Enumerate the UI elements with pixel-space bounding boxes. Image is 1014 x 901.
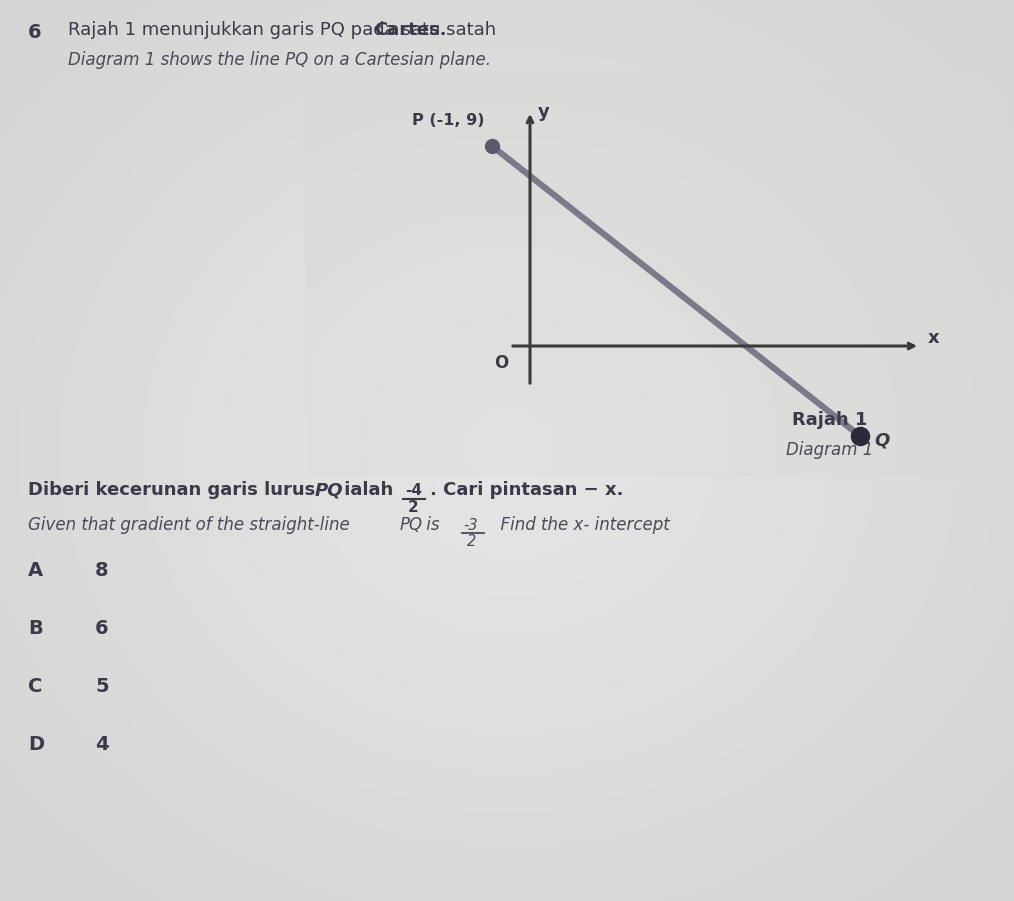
Text: 2: 2 <box>408 500 419 515</box>
Text: 5: 5 <box>95 677 108 696</box>
Text: Diagram 1: Diagram 1 <box>786 441 874 459</box>
Text: Rajah 1 menunjukkan garis PQ pada satu satah: Rajah 1 menunjukkan garis PQ pada satu s… <box>68 21 502 39</box>
Text: 4: 4 <box>95 735 108 754</box>
Text: Q: Q <box>874 432 889 450</box>
Text: Cartes.: Cartes. <box>374 21 446 39</box>
Text: Given that gradient of the straight-line: Given that gradient of the straight-line <box>28 516 355 534</box>
Text: x: x <box>928 329 940 347</box>
Text: Find the x- intercept: Find the x- intercept <box>490 516 670 534</box>
Text: 2: 2 <box>467 534 477 549</box>
Text: O: O <box>494 354 508 372</box>
Text: Rajah 1: Rajah 1 <box>792 411 868 429</box>
Text: ialah: ialah <box>338 481 400 499</box>
Text: 6: 6 <box>28 23 42 42</box>
Text: PQ: PQ <box>315 481 344 499</box>
FancyBboxPatch shape <box>305 76 1005 476</box>
Text: P (-1, 9): P (-1, 9) <box>412 113 484 128</box>
Text: . Cari pintasan − x.: . Cari pintasan − x. <box>430 481 624 499</box>
Text: A: A <box>28 561 44 580</box>
Text: Diberi kecerunan garis lurus: Diberi kecerunan garis lurus <box>28 481 321 499</box>
Text: -3: -3 <box>463 518 478 533</box>
Text: D: D <box>28 735 45 754</box>
Text: 6: 6 <box>95 619 108 638</box>
Text: -4: -4 <box>405 483 422 498</box>
Text: is: is <box>421 516 445 534</box>
Text: y: y <box>538 103 550 121</box>
Text: PQ: PQ <box>400 516 423 534</box>
Text: B: B <box>28 619 43 638</box>
Text: Diagram 1 shows the line PQ on a Cartesian plane.: Diagram 1 shows the line PQ on a Cartesi… <box>68 51 491 69</box>
Text: 8: 8 <box>95 561 108 580</box>
Text: C: C <box>28 677 43 696</box>
